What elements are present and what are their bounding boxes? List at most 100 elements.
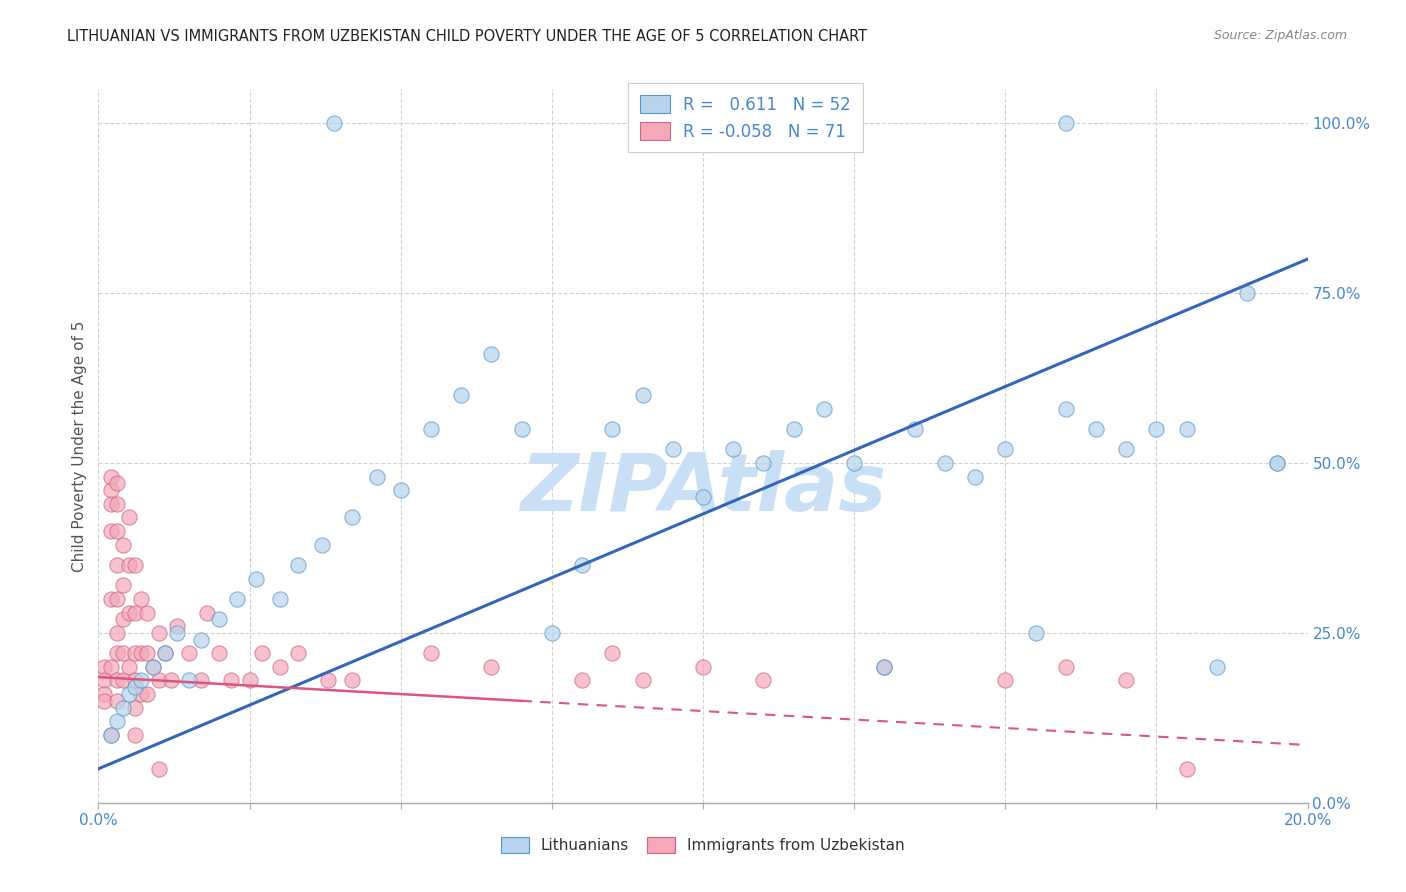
Point <box>153 646 176 660</box>
Point <box>287 558 309 572</box>
Point <box>105 558 128 572</box>
Point <box>105 714 128 729</box>
Point <box>129 687 152 701</box>
Point <box>323 116 346 130</box>
Point <box>1115 442 1137 457</box>
Point <box>100 524 122 538</box>
Point <box>160 673 183 688</box>
Point <box>1144 422 1167 436</box>
Point <box>250 646 273 660</box>
Point <box>129 591 152 606</box>
Text: ZIPAtlas: ZIPAtlas <box>520 450 886 528</box>
Point <box>105 626 128 640</box>
Point <box>873 660 896 674</box>
Point <box>111 612 134 626</box>
Point <box>1054 116 1077 130</box>
Point <box>100 728 122 742</box>
Point <box>93 694 115 708</box>
Point <box>100 483 122 498</box>
Point <box>752 456 775 470</box>
Point <box>631 388 654 402</box>
Point <box>420 646 443 660</box>
Point <box>1054 401 1077 416</box>
Point <box>105 476 128 491</box>
Point <box>510 422 533 436</box>
Point <box>602 422 624 436</box>
Point <box>571 673 593 688</box>
Point <box>124 606 146 620</box>
Point <box>1085 422 1108 436</box>
Point <box>129 673 152 688</box>
Point <box>100 591 122 606</box>
Point <box>111 537 134 551</box>
Point <box>1024 626 1046 640</box>
Point <box>100 660 122 674</box>
Point <box>100 469 122 483</box>
Point <box>179 673 201 688</box>
Point <box>239 673 262 688</box>
Point <box>166 619 188 633</box>
Point <box>118 558 141 572</box>
Point <box>100 728 122 742</box>
Point <box>245 572 267 586</box>
Point <box>93 673 115 688</box>
Point <box>752 673 775 688</box>
Text: Source: ZipAtlas.com: Source: ZipAtlas.com <box>1213 29 1347 42</box>
Point <box>142 660 165 674</box>
Legend: Lithuanians, Immigrants from Uzbekistan: Lithuanians, Immigrants from Uzbekistan <box>495 830 911 859</box>
Point <box>1175 762 1198 776</box>
Point <box>311 537 333 551</box>
Point <box>148 626 170 640</box>
Point <box>1175 422 1198 436</box>
Point <box>873 660 896 674</box>
Point <box>118 510 141 524</box>
Point <box>481 660 503 674</box>
Point <box>783 422 806 436</box>
Point <box>105 524 128 538</box>
Point <box>166 626 188 640</box>
Point <box>813 401 835 416</box>
Point <box>129 646 152 660</box>
Point <box>148 762 170 776</box>
Point <box>111 578 134 592</box>
Point <box>342 510 364 524</box>
Point <box>450 388 472 402</box>
Point <box>153 646 176 660</box>
Point <box>1054 660 1077 674</box>
Point <box>111 673 134 688</box>
Point <box>342 673 364 688</box>
Point <box>208 646 231 660</box>
Point <box>389 483 412 498</box>
Point <box>692 490 714 504</box>
Point <box>124 673 146 688</box>
Point <box>420 422 443 436</box>
Point <box>124 700 146 714</box>
Point <box>148 673 170 688</box>
Point <box>269 591 291 606</box>
Point <box>105 591 128 606</box>
Point <box>195 606 218 620</box>
Point <box>1206 660 1229 674</box>
Point <box>105 673 128 688</box>
Point <box>142 660 165 674</box>
Point <box>1236 286 1258 301</box>
Point <box>1267 456 1289 470</box>
Point <box>287 646 309 660</box>
Point <box>965 469 987 483</box>
Point <box>934 456 956 470</box>
Point <box>111 646 134 660</box>
Point <box>1115 673 1137 688</box>
Point <box>904 422 927 436</box>
Point <box>118 687 141 701</box>
Point <box>571 558 593 572</box>
Point <box>105 646 128 660</box>
Point <box>366 469 388 483</box>
Text: LITHUANIAN VS IMMIGRANTS FROM UZBEKISTAN CHILD POVERTY UNDER THE AGE OF 5 CORREL: LITHUANIAN VS IMMIGRANTS FROM UZBEKISTAN… <box>67 29 868 44</box>
Point <box>226 591 249 606</box>
Point <box>118 660 141 674</box>
Point <box>723 442 745 457</box>
Point <box>100 497 122 511</box>
Point <box>844 456 866 470</box>
Point <box>1267 456 1289 470</box>
Point <box>124 646 146 660</box>
